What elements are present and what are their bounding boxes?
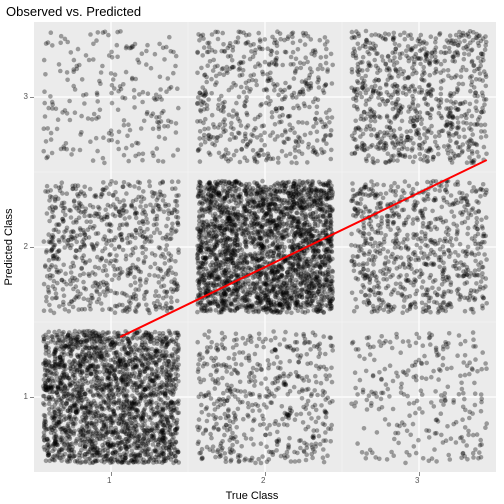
- y-axis-label: Predicted Class: [0, 0, 20, 504]
- x-tick-label: 1: [107, 476, 111, 485]
- plot-panel: [34, 22, 496, 472]
- chart-title: Observed vs. Predicted: [6, 4, 141, 19]
- y-tick-label: 1: [24, 392, 28, 401]
- x-tick-label: 3: [415, 476, 419, 485]
- chart-container: Observed vs. Predicted True Class 1 1 2 2 3 3…: [0, 0, 504, 504]
- y-tick-label: 3: [24, 92, 28, 101]
- scatter-plot: [34, 22, 496, 472]
- x-axis-label: True Class: [226, 490, 279, 502]
- x-tick-label: 2: [261, 476, 265, 485]
- y-tick-label: 2: [24, 242, 28, 251]
